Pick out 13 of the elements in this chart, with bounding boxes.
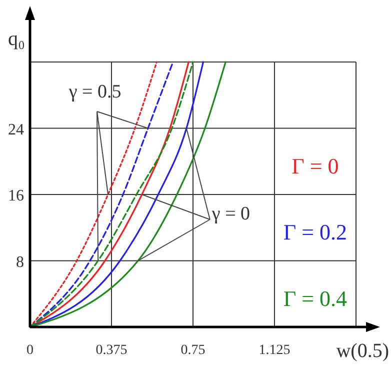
text: Γ = 0 (292, 153, 339, 178)
y-tick-label: 8 (16, 254, 24, 271)
y-tick-label: 16 (8, 188, 24, 204)
text: Γ = 0.4 (283, 286, 348, 311)
text: Γ = 0.2 (283, 220, 348, 244)
x-tick-label: 0 (26, 343, 34, 358)
y-axis-title: q₀ (8, 28, 26, 50)
y-tick-label: 24 (8, 121, 24, 138)
x-tick-label: 1.125 (258, 343, 290, 358)
x-tick-label: 0.375 (96, 343, 128, 358)
x-axis-title: w(0.5) (336, 340, 389, 362)
annotation: γ = 0 (210, 204, 250, 224)
x-tick-label: 0.75 (180, 343, 206, 358)
